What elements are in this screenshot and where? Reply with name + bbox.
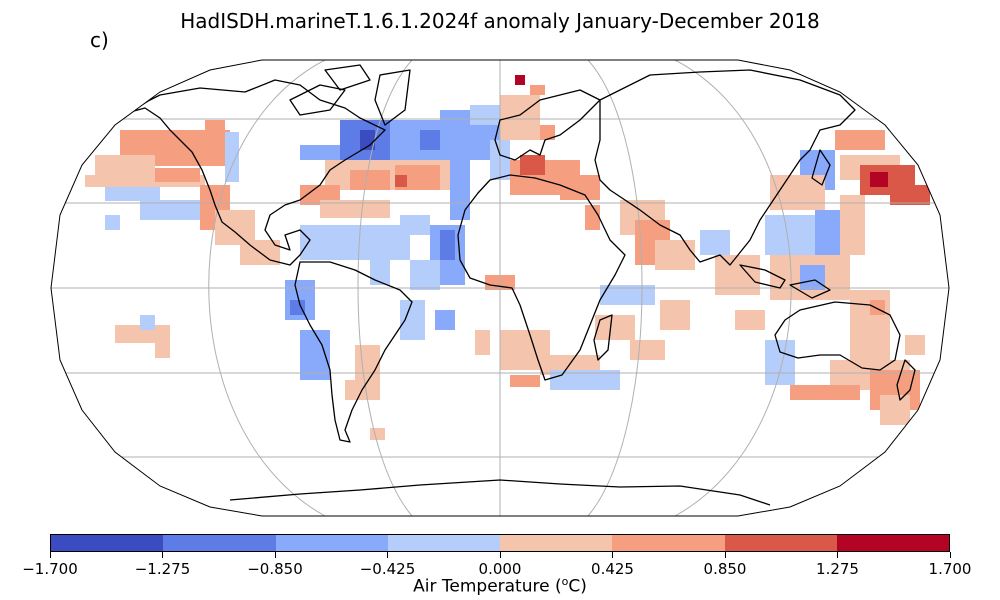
colorbar-tick [499, 552, 501, 558]
grid-cell [500, 330, 550, 370]
graticule [51, 60, 949, 516]
grid-cell [765, 340, 795, 385]
grid-cell [835, 130, 885, 150]
grid-cell [475, 330, 490, 355]
grid-cell [355, 345, 380, 380]
colorbar-tick [387, 552, 388, 558]
grid-cell [735, 310, 765, 330]
grid-cell [595, 315, 635, 340]
colorbar-segment [163, 535, 276, 551]
grid-cell [290, 300, 305, 315]
grid-cell [350, 170, 390, 190]
grid-cell [400, 300, 425, 340]
colorbar-label-prefix: Air Temperature ( [413, 576, 562, 597]
grid-cell [225, 132, 239, 182]
grid-cell [95, 155, 155, 175]
colorbar-tick-label: 1.700 [928, 560, 972, 578]
colorbar-tick-label: 0.425 [591, 560, 634, 578]
colorbar-tick [162, 552, 163, 558]
colorbar-segment [387, 535, 500, 551]
grid-cell [435, 310, 455, 330]
colorbar-axis-label: Air Temperature (oC) [0, 575, 1000, 597]
grid-cell [470, 105, 500, 125]
colorbar-tick-label: 0.000 [478, 560, 522, 578]
colorbar-tick [724, 552, 726, 558]
colorbar-segment [612, 535, 725, 551]
colorbar-label-sup: o [561, 575, 569, 588]
colorbar-tick-label: −1.275 [134, 560, 191, 578]
grid-cell [585, 205, 600, 230]
colorbar-tick [49, 552, 51, 558]
grid-cell [520, 155, 545, 175]
grid-cell [660, 300, 690, 330]
grid-cell [890, 185, 930, 205]
grid-cell [600, 285, 655, 305]
grid-cell [140, 200, 200, 220]
grid-cell [215, 210, 255, 245]
grid-cell [790, 385, 860, 400]
grid-cell [630, 340, 665, 360]
panel-label: c) [90, 28, 109, 52]
grid-cell [410, 260, 440, 290]
grid-cell [370, 428, 385, 440]
map-boundary [50, 59, 950, 517]
grid-cell [510, 375, 540, 387]
grid-cell [530, 85, 545, 95]
grid-cell [815, 210, 840, 255]
world-map [50, 59, 950, 517]
colorbar-tick-label: 0.850 [703, 560, 747, 578]
grid-cell [105, 187, 160, 201]
grid-cell [715, 255, 760, 295]
colorbar-tick-label: −0.425 [359, 560, 416, 578]
chart-title: HadISDH.marineT.1.6.1.2024f anomaly Janu… [180, 9, 820, 33]
coastlines [129, 64, 916, 506]
colorbar-tick-label: 1.275 [816, 560, 859, 578]
colorbar-label-suffix: C) [568, 576, 587, 597]
grid-cell [540, 125, 555, 140]
grid-cell [300, 225, 410, 260]
grid-cell [140, 315, 155, 330]
colorbar [50, 534, 950, 552]
grid-cell [870, 300, 885, 315]
grid-cell [905, 335, 925, 355]
grid-cell [840, 195, 865, 255]
grid-cell [395, 175, 407, 187]
anomaly-grid [85, 75, 930, 440]
grid-cell [360, 130, 375, 150]
grid-cell [205, 120, 225, 135]
colorbar-tick [949, 552, 951, 558]
colorbar-segment [836, 535, 949, 551]
grid-cell [550, 370, 620, 390]
colorbar-tick [274, 552, 276, 558]
colorbar-tick [612, 552, 613, 558]
grid-cell [320, 200, 390, 218]
grid-cell [300, 145, 340, 160]
grid-cell [370, 255, 390, 285]
colorbar-segment [500, 535, 613, 551]
grid-cell [870, 172, 888, 187]
grid-cell [655, 240, 695, 270]
grid-cell [155, 340, 170, 358]
grid-cell [420, 130, 440, 150]
grid-cell [500, 95, 540, 140]
grid-cell [450, 160, 470, 220]
colorbar-segment [724, 535, 837, 551]
colorbar-tick-label: −0.850 [247, 560, 303, 578]
grid-cell [765, 215, 815, 255]
grid-cell [515, 75, 525, 85]
grid-cell [700, 230, 730, 255]
grid-cell [440, 230, 455, 260]
grid-cell [155, 168, 200, 182]
colorbar-segment [51, 535, 164, 551]
colorbar-segment [275, 535, 388, 551]
colorbar-tick-label: −1.700 [22, 560, 78, 578]
grid-cell [115, 325, 170, 343]
grid-cell [880, 395, 910, 425]
grid-cell [105, 215, 120, 230]
colorbar-tick [837, 552, 838, 558]
grid-cell [800, 265, 825, 290]
